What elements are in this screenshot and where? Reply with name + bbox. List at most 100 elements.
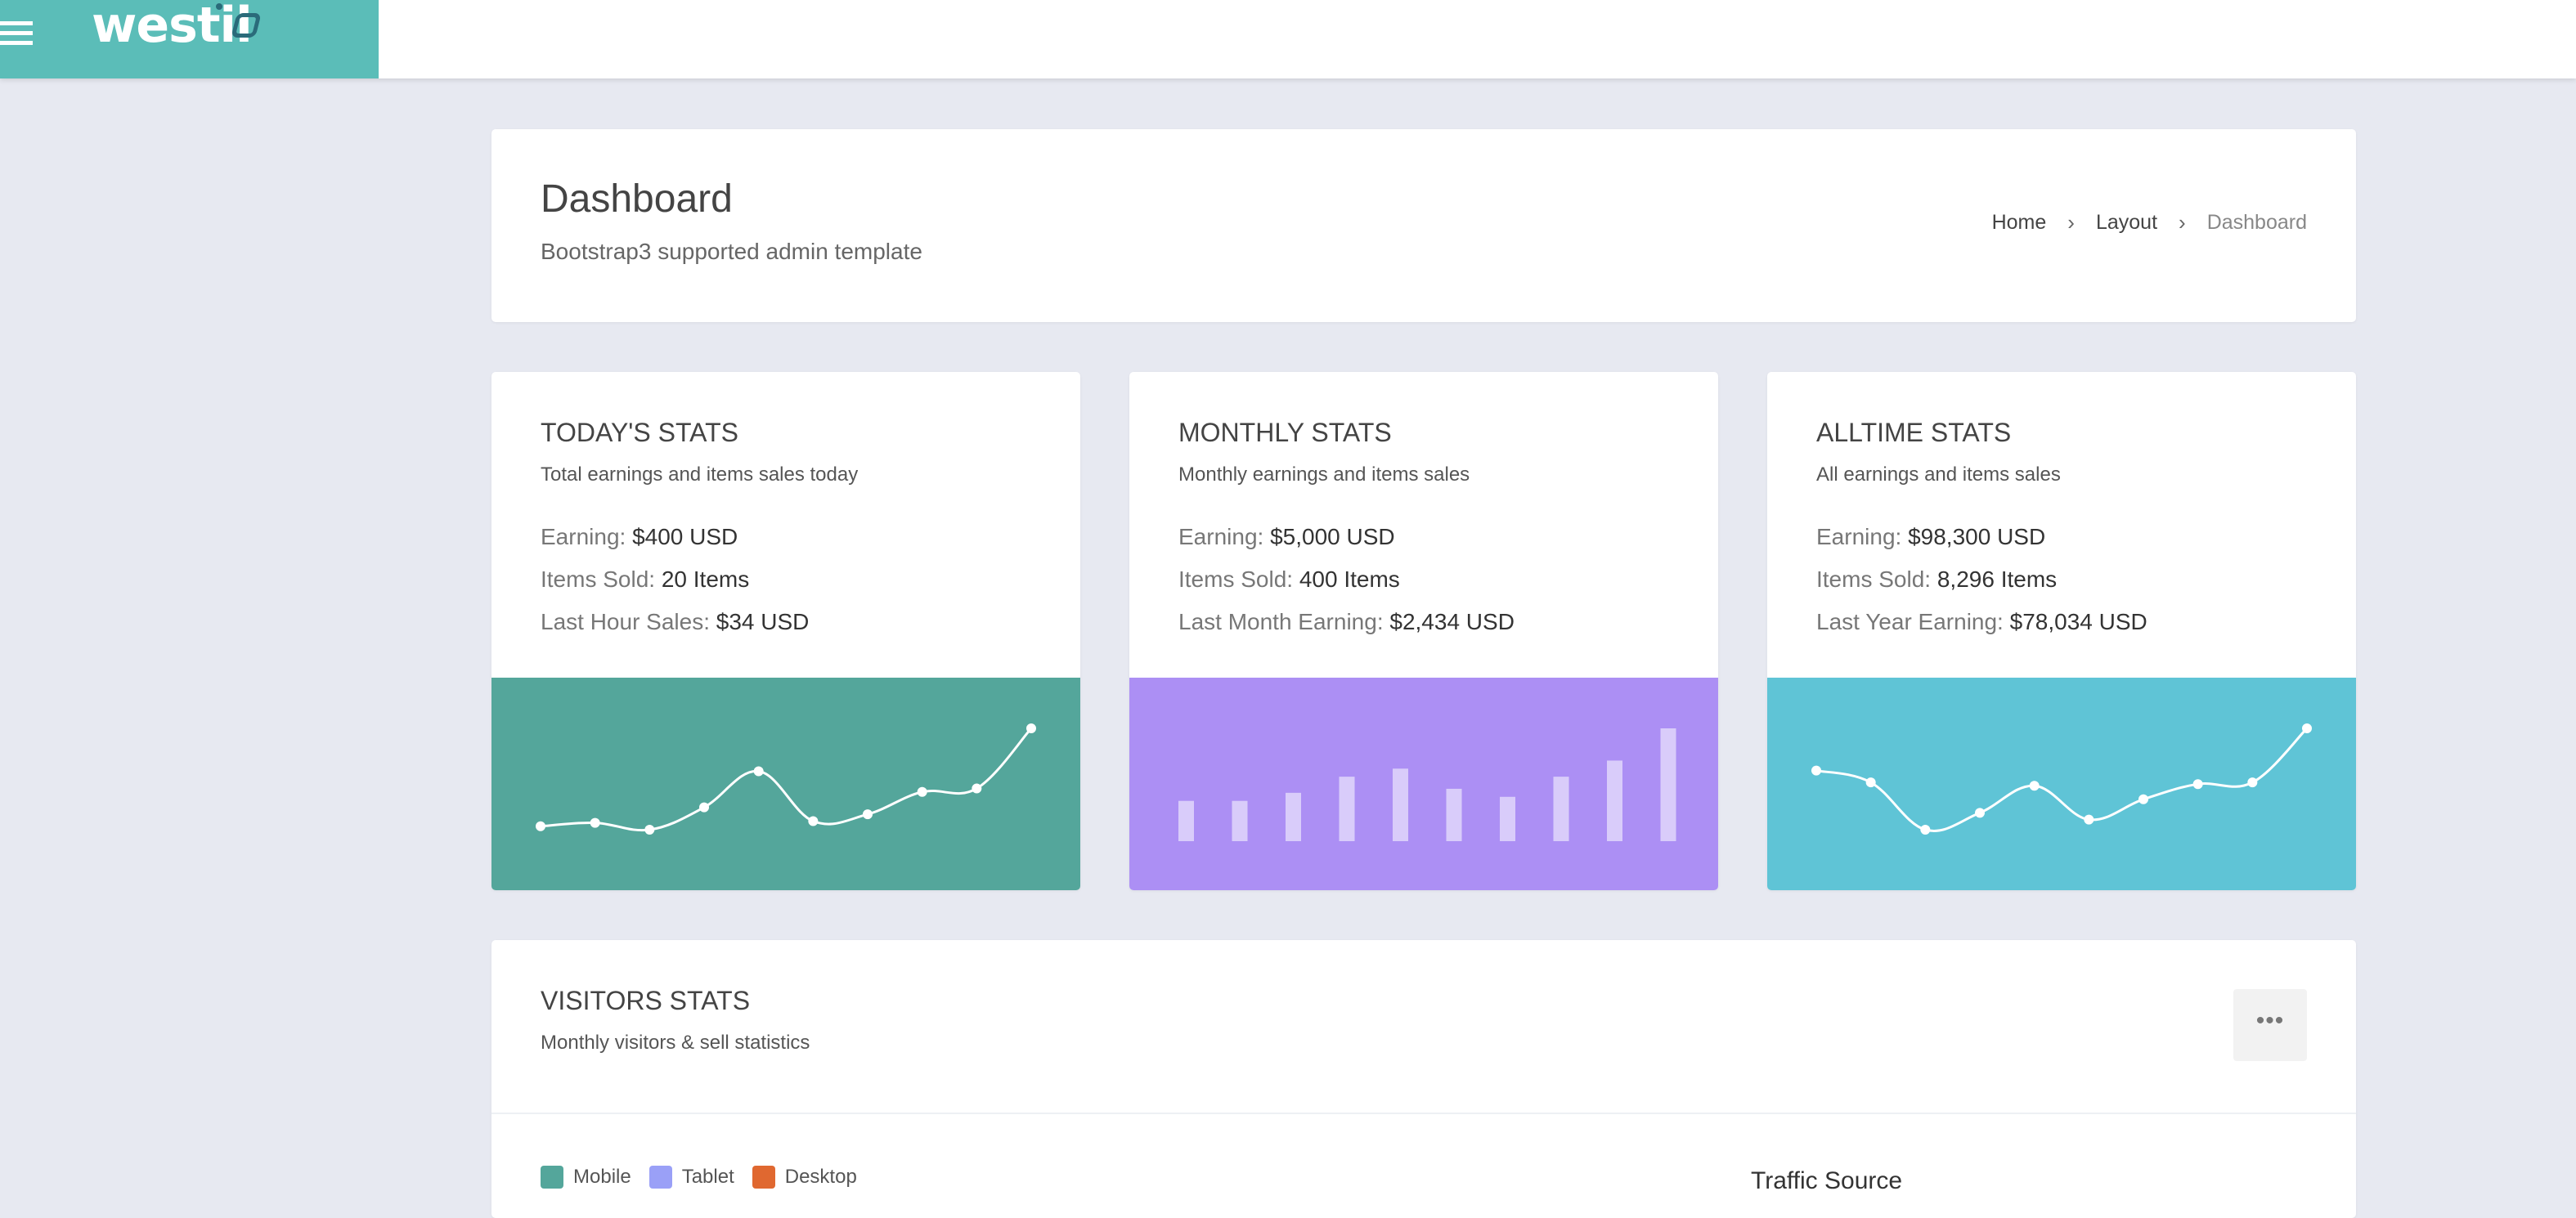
data-point[interactable] [2084, 814, 2094, 825]
bar[interactable] [1446, 788, 1462, 841]
stat-label: Earning: [1816, 524, 1902, 549]
breadcrumb-current: Dashboard [2206, 211, 2307, 234]
logo-dot-icon [216, 3, 222, 10]
menu-icon[interactable] [0, 21, 33, 47]
mini-chart-svg [536, 723, 1036, 835]
data-point[interactable] [644, 825, 655, 835]
alltime-stats-card: ALLTIME STATS All earnings and items sal… [1767, 372, 2356, 890]
data-point[interactable] [863, 809, 873, 820]
mini-chart-svg [1178, 728, 1676, 841]
stat-row-earning: Earning: $5,000 USD [1178, 524, 1395, 550]
traffic-source-title: Traffic Source [1751, 1167, 1903, 1194]
stat-value: $78,034 USD [2009, 609, 2147, 634]
stat-label: Items Sold: [1178, 566, 1294, 592]
stat-row-last: Last Year Earning: $78,034 USD [1816, 609, 2147, 635]
page-title: Dashboard [541, 177, 733, 221]
stat-row-earning: Earning: $98,300 USD [1816, 524, 2045, 550]
more-options-button[interactable]: ••• [2233, 989, 2307, 1061]
stat-title: TODAY'S STATS [541, 418, 738, 447]
data-point[interactable] [808, 816, 819, 826]
monthly-stats-card: MONTHLY STATS Monthly earnings and items… [1129, 372, 1718, 890]
stat-label: Items Sold: [541, 566, 656, 592]
monthly-stats-chart [1129, 678, 1718, 890]
stat-title: ALLTIME STATS [1816, 418, 2012, 447]
stat-description: Monthly earnings and items sales [1178, 463, 1470, 486]
data-point[interactable] [2247, 777, 2258, 788]
data-point[interactable] [917, 786, 927, 797]
stat-description: Total earnings and items sales today [541, 463, 859, 486]
todays-stats-chart [491, 678, 1080, 890]
chevron-right-icon: › [2067, 210, 2075, 235]
legend-label: Mobile [573, 1166, 631, 1188]
breadcrumb-home[interactable]: Home [1991, 211, 2047, 234]
stat-value: $5,000 USD [1270, 524, 1395, 549]
legend-swatch [752, 1166, 775, 1189]
data-point[interactable] [972, 783, 982, 794]
stat-row-last: Last Month Earning: $2,434 USD [1178, 609, 1515, 635]
breadcrumb-layout[interactable]: Layout [2095, 211, 2158, 234]
legend-swatch [541, 1166, 563, 1189]
bar[interactable] [1232, 800, 1248, 841]
page-header-card: Dashboard Bootstrap3 supported admin tem… [491, 129, 2356, 322]
stat-label: Last Month Earning: [1178, 609, 1384, 634]
bar[interactable] [1660, 728, 1676, 841]
bar[interactable] [1393, 768, 1408, 841]
stat-value: $2,434 USD [1389, 609, 1515, 634]
stat-label: Items Sold: [1816, 566, 1932, 592]
bar[interactable] [1178, 800, 1194, 841]
stat-label: Last Year Earning: [1816, 609, 2004, 634]
chart-legend: Mobile Tablet Desktop [541, 1166, 875, 1189]
legend-item-tablet[interactable]: Tablet [648, 1166, 734, 1189]
logo-mark-icon [231, 13, 262, 38]
top-navbar: westil [0, 0, 2576, 78]
mini-chart-svg [1811, 723, 2312, 835]
logo[interactable]: westil [92, 0, 253, 54]
stat-label: Last Hour Sales: [541, 609, 710, 634]
visitors-title: VISITORS STATS [541, 986, 751, 1015]
legend-swatch [648, 1166, 672, 1189]
data-point[interactable] [590, 817, 600, 828]
legend-label: Desktop [784, 1166, 857, 1188]
legend-item-mobile[interactable]: Mobile [541, 1166, 631, 1189]
series-line [1815, 727, 2309, 832]
chevron-right-icon: › [2179, 210, 2186, 235]
legend-item-desktop[interactable]: Desktop [752, 1166, 857, 1189]
todays-stats-card: TODAY'S STATS Total earnings and items s… [491, 372, 1080, 890]
data-point[interactable] [1920, 825, 1931, 835]
data-point[interactable] [1975, 808, 1985, 818]
bar[interactable] [1553, 777, 1569, 841]
data-point[interactable] [1865, 777, 1876, 788]
data-point[interactable] [2192, 779, 2203, 790]
data-point[interactable] [753, 766, 764, 777]
stat-label: Earning: [1178, 524, 1264, 549]
bar[interactable] [1286, 792, 1301, 841]
data-point[interactable] [2029, 781, 2040, 791]
data-point[interactable] [1026, 723, 1036, 733]
bar[interactable] [1500, 796, 1515, 841]
data-point[interactable] [2302, 723, 2312, 733]
stat-row-earning: Earning: $400 USD [541, 524, 738, 550]
bar[interactable] [1607, 760, 1622, 841]
visitors-description: Monthly visitors & sell statistics [541, 1032, 810, 1054]
stat-value: $98,300 USD [1908, 524, 2046, 549]
stat-value: 20 Items [661, 566, 750, 592]
stat-row-items-sold: Items Sold: 20 Items [541, 566, 749, 593]
visitors-stats-card: VISITORS STATS Monthly visitors & sell s… [491, 940, 2356, 1218]
legend-label: Tablet [681, 1166, 734, 1188]
data-point[interactable] [2138, 794, 2148, 804]
stat-description: All earnings and items sales [1816, 463, 2061, 486]
brand-panel: westil [0, 0, 379, 78]
alltime-stats-chart [1767, 678, 2356, 890]
data-point[interactable] [699, 802, 709, 813]
stat-row-items-sold: Items Sold: 400 Items [1178, 566, 1400, 593]
stat-title: MONTHLY STATS [1178, 418, 1392, 447]
breadcrumb: Home › Layout › Dashboard [1992, 210, 2307, 235]
bar[interactable] [1339, 777, 1355, 841]
data-point[interactable] [1811, 765, 1821, 776]
series-line [540, 727, 1033, 832]
data-point[interactable] [536, 821, 545, 831]
stat-value: 400 Items [1299, 566, 1400, 592]
stat-label: Earning: [541, 524, 626, 549]
stat-row-last: Last Hour Sales: $34 USD [541, 609, 809, 635]
divider [491, 1113, 2356, 1114]
